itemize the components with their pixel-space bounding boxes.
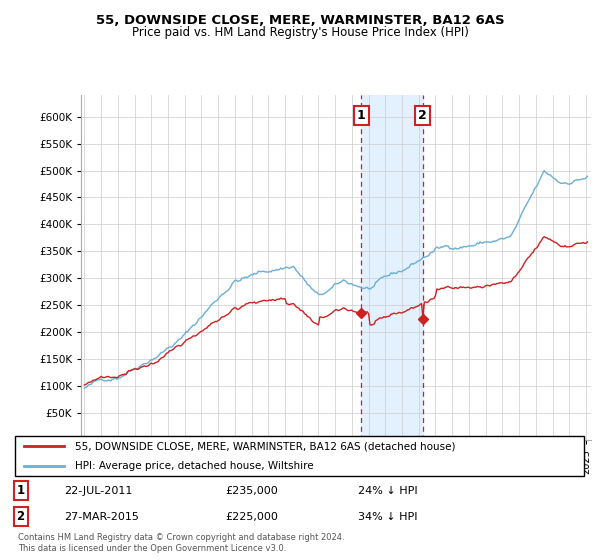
- Text: Contains HM Land Registry data © Crown copyright and database right 2024.
This d: Contains HM Land Registry data © Crown c…: [18, 533, 344, 553]
- Text: £225,000: £225,000: [225, 512, 278, 522]
- Text: 2: 2: [17, 510, 25, 524]
- Text: HPI: Average price, detached house, Wiltshire: HPI: Average price, detached house, Wilt…: [76, 461, 314, 471]
- FancyBboxPatch shape: [15, 436, 584, 476]
- Bar: [361, 95, 423, 440]
- Text: 1: 1: [357, 109, 365, 123]
- Text: 2: 2: [418, 109, 427, 123]
- Text: 24% ↓ HPI: 24% ↓ HPI: [358, 486, 417, 496]
- Text: Price paid vs. HM Land Registry's House Price Index (HPI): Price paid vs. HM Land Registry's House …: [131, 26, 469, 39]
- Text: 34% ↓ HPI: 34% ↓ HPI: [358, 512, 417, 522]
- Text: 22-JUL-2011: 22-JUL-2011: [64, 486, 132, 496]
- Text: 27-MAR-2015: 27-MAR-2015: [64, 512, 139, 522]
- Text: 55, DOWNSIDE CLOSE, MERE, WARMINSTER, BA12 6AS: 55, DOWNSIDE CLOSE, MERE, WARMINSTER, BA…: [95, 14, 505, 27]
- Text: 55, DOWNSIDE CLOSE, MERE, WARMINSTER, BA12 6AS (detached house): 55, DOWNSIDE CLOSE, MERE, WARMINSTER, BA…: [76, 441, 456, 451]
- Text: 1: 1: [17, 484, 25, 497]
- Text: £235,000: £235,000: [225, 486, 278, 496]
